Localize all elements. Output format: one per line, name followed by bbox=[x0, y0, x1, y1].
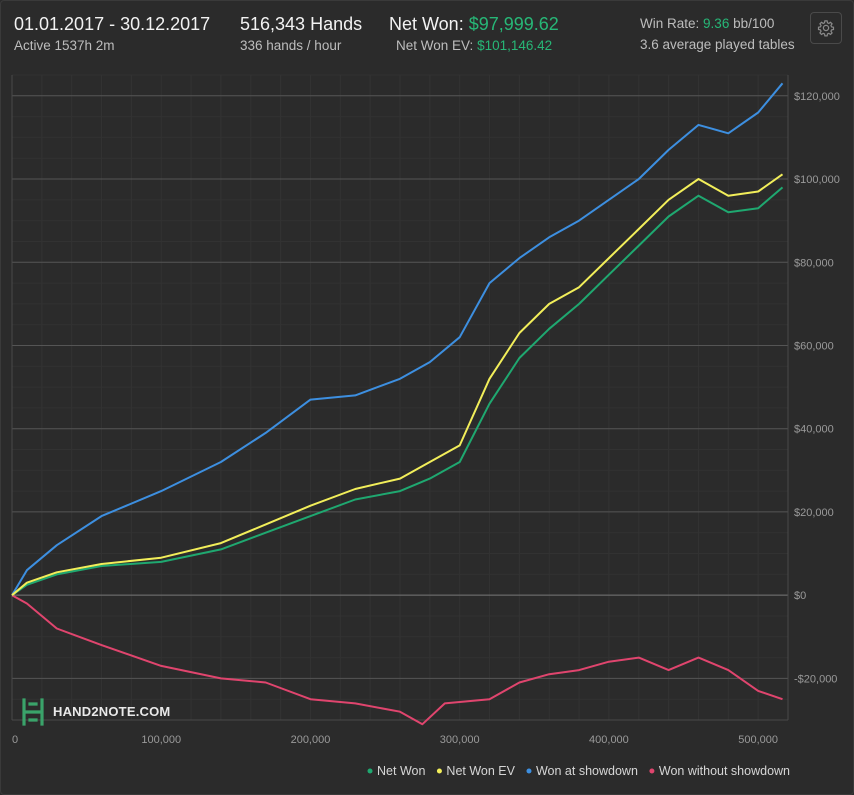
settings-button[interactable] bbox=[810, 12, 842, 44]
legend-item-label: Net Won EV bbox=[446, 764, 515, 778]
logo-text: HAND2NOTE.COM bbox=[53, 704, 170, 719]
x-tick-label: 300,000 bbox=[440, 734, 480, 746]
x-tick-label: 500,000 bbox=[738, 734, 778, 746]
series-line-won-at-showdown bbox=[11, 82, 784, 596]
series-line-net-won-ev bbox=[11, 173, 784, 596]
chart-grid bbox=[11, 74, 789, 721]
series-line-won-without-showdown bbox=[11, 594, 783, 726]
legend-marker bbox=[526, 768, 532, 774]
x-tick-label: 400,000 bbox=[589, 734, 629, 746]
y-tick-label: $100,000 bbox=[794, 174, 840, 186]
legend-marker bbox=[367, 768, 373, 774]
win-rate-label: Win Rate: bbox=[640, 16, 700, 31]
hands-per-hour: 336 hands / hour bbox=[240, 38, 342, 53]
active-time: Active 1537h 2m bbox=[14, 38, 115, 53]
hand2note-logo: HAND2NOTE.COM bbox=[22, 698, 170, 726]
win-rate: Win Rate: 9.36 bb/100 bbox=[640, 16, 774, 31]
legend-marker bbox=[649, 768, 655, 774]
y-tick-label: $20,000 bbox=[794, 507, 834, 519]
legend-marker bbox=[436, 768, 442, 774]
x-tick-label: 100,000 bbox=[141, 734, 181, 746]
average-tables: 3.6 average played tables bbox=[640, 37, 795, 52]
net-won-ev-label: Net Won EV: bbox=[396, 38, 474, 53]
y-tick-label: $120,000 bbox=[794, 91, 840, 103]
net-won-value: $97,999.62 bbox=[468, 14, 559, 34]
legend-item-label: Won without showdown bbox=[659, 764, 790, 778]
gear-icon bbox=[817, 20, 835, 37]
y-tick-label: $0 bbox=[794, 590, 806, 602]
chart-legend: Won without showdown Won at showdown Net W… bbox=[367, 764, 790, 778]
x-tick-label: 0 bbox=[12, 734, 18, 746]
hands-count: 516,343 Hands bbox=[240, 14, 363, 34]
legend-item-label: Won at showdown bbox=[536, 764, 638, 778]
series-line-net-won bbox=[11, 186, 784, 597]
y-tick-label: $40,000 bbox=[794, 424, 834, 436]
net-won-ev-value: $101,146.42 bbox=[477, 38, 553, 53]
axis-ticks: -$20,000 $0 $20,000 $40,000 $60,000 $80,000 $1… bbox=[12, 91, 840, 746]
win-rate-unit: bb/100 bbox=[733, 16, 775, 31]
net-won-ev-summary: Net Won EV: $101,146.42 bbox=[396, 38, 552, 53]
y-tick-label: $60,000 bbox=[794, 340, 834, 352]
net-won-summary: Net Won: $97,999.62 bbox=[389, 14, 559, 35]
y-tick-label: -$20,000 bbox=[794, 673, 837, 685]
y-tick-label: $80,000 bbox=[794, 257, 834, 269]
date-range: 01.01.2017 - 30.12.2017 bbox=[14, 14, 211, 34]
win-rate-value: 9.36 bbox=[703, 16, 730, 31]
x-tick-label: 200,000 bbox=[291, 734, 331, 746]
net-won-label: Net Won: bbox=[389, 14, 464, 34]
chart-series bbox=[11, 82, 784, 726]
legend-item-label: Net Won bbox=[377, 764, 425, 778]
